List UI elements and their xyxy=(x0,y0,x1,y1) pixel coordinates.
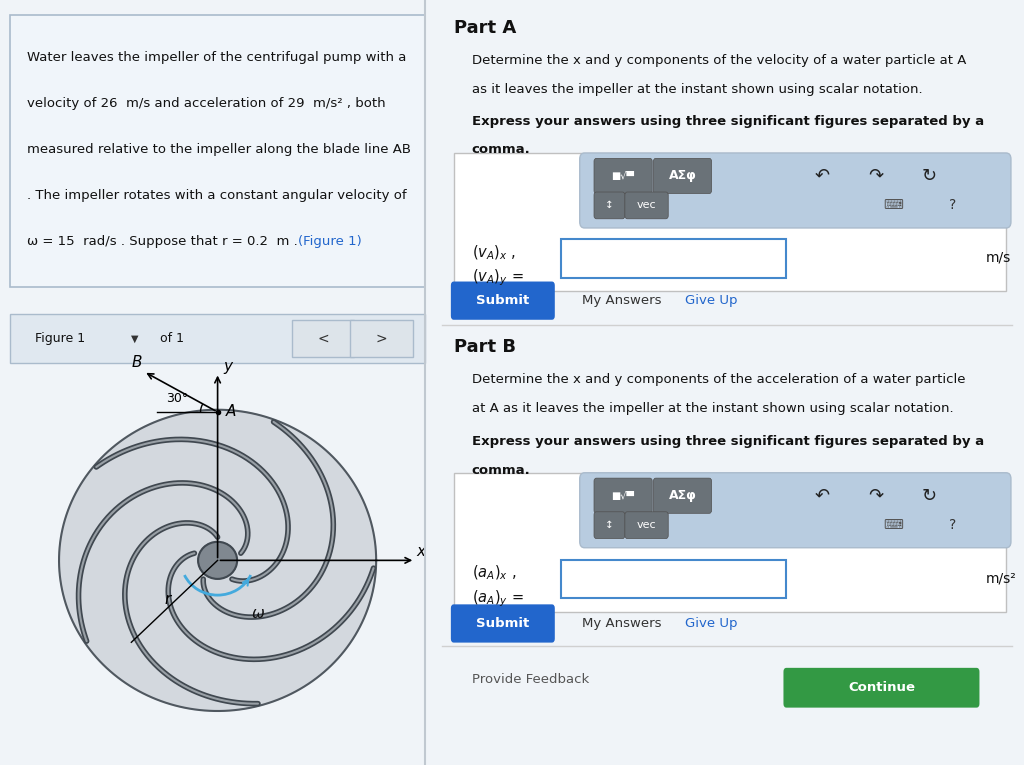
Text: comma.: comma. xyxy=(472,143,530,156)
Text: $(v_A)_x$ ,: $(v_A)_x$ , xyxy=(472,243,516,262)
Circle shape xyxy=(198,542,238,579)
FancyBboxPatch shape xyxy=(580,153,1011,228)
FancyBboxPatch shape xyxy=(783,668,980,708)
Text: ↶: ↶ xyxy=(814,487,829,505)
Text: A: A xyxy=(226,403,237,418)
Text: AΣφ: AΣφ xyxy=(669,490,696,502)
Text: Determine the x and y components of the acceleration of a water particle: Determine the x and y components of the … xyxy=(472,373,966,386)
Text: y: y xyxy=(223,360,232,375)
Text: My Answers: My Answers xyxy=(582,295,662,307)
Text: $(a_A)_x$ ,: $(a_A)_x$ , xyxy=(472,564,516,582)
Text: vec: vec xyxy=(637,200,656,210)
Text: >: > xyxy=(376,331,387,346)
Text: <: < xyxy=(317,331,329,346)
Text: comma.: comma. xyxy=(472,464,530,477)
Text: ↷: ↷ xyxy=(868,487,883,505)
Text: 30°: 30° xyxy=(166,392,188,405)
Text: AΣφ: AΣφ xyxy=(669,170,696,182)
Text: Give Up: Give Up xyxy=(685,295,738,307)
Text: of 1: of 1 xyxy=(160,332,183,345)
Text: ■√▀: ■√▀ xyxy=(611,490,635,501)
Text: Provide Feedback: Provide Feedback xyxy=(472,673,589,686)
Text: x: x xyxy=(417,544,425,558)
Text: ■√▀: ■√▀ xyxy=(611,171,635,181)
FancyBboxPatch shape xyxy=(350,320,413,357)
Text: ↻: ↻ xyxy=(922,487,937,505)
Text: ↕: ↕ xyxy=(605,519,613,530)
FancyBboxPatch shape xyxy=(451,282,555,320)
Text: Submit: Submit xyxy=(476,617,529,630)
FancyBboxPatch shape xyxy=(10,15,425,287)
Text: Determine the x and y components of the velocity of a water particle at A: Determine the x and y components of the … xyxy=(472,54,966,67)
Text: ⌨: ⌨ xyxy=(884,198,903,212)
FancyBboxPatch shape xyxy=(561,239,786,278)
FancyBboxPatch shape xyxy=(594,512,625,539)
Polygon shape xyxy=(59,410,376,711)
Text: m/s: m/s xyxy=(985,251,1011,265)
FancyBboxPatch shape xyxy=(594,478,652,513)
FancyBboxPatch shape xyxy=(625,192,669,219)
Text: vec: vec xyxy=(637,519,656,530)
Text: ω: ω xyxy=(252,607,264,621)
Text: . The impeller rotates with a constant angular velocity of: . The impeller rotates with a constant a… xyxy=(27,189,407,202)
FancyBboxPatch shape xyxy=(594,192,625,219)
Text: ?: ? xyxy=(949,518,956,532)
Text: Give Up: Give Up xyxy=(685,617,738,630)
Text: B: B xyxy=(131,355,142,369)
FancyBboxPatch shape xyxy=(561,560,786,598)
Text: Continue: Continue xyxy=(848,682,915,694)
Text: Figure 1: Figure 1 xyxy=(35,332,85,345)
Text: r: r xyxy=(165,591,171,607)
Text: m/s²: m/s² xyxy=(985,571,1016,585)
Text: as it leaves the impeller at the instant shown using scalar notation.: as it leaves the impeller at the instant… xyxy=(472,83,923,96)
Text: Submit: Submit xyxy=(476,295,529,307)
Text: ↷: ↷ xyxy=(868,167,883,185)
Text: ω = 15  rad/s . Suppose that r = 0.2  m .: ω = 15 rad/s . Suppose that r = 0.2 m . xyxy=(27,236,302,249)
Text: (Figure 1): (Figure 1) xyxy=(298,236,362,249)
Text: ↶: ↶ xyxy=(814,167,829,185)
Text: ↻: ↻ xyxy=(922,167,937,185)
FancyBboxPatch shape xyxy=(594,158,652,194)
Text: Express your answers using three significant figures separated by a: Express your answers using three signifi… xyxy=(472,115,984,128)
Text: Part B: Part B xyxy=(454,338,516,356)
FancyBboxPatch shape xyxy=(454,153,1007,291)
Text: velocity of 26  m/s and acceleration of 29  m/s² , both: velocity of 26 m/s and acceleration of 2… xyxy=(27,97,385,109)
FancyBboxPatch shape xyxy=(454,473,1007,612)
Text: $(v_A)_y\,=$: $(v_A)_y\,=$ xyxy=(472,268,523,288)
Text: Water leaves the impeller of the centrifugal pump with a: Water leaves the impeller of the centrif… xyxy=(27,50,407,63)
Text: My Answers: My Answers xyxy=(582,617,662,630)
Text: ↕: ↕ xyxy=(605,200,613,210)
FancyBboxPatch shape xyxy=(653,478,712,513)
FancyBboxPatch shape xyxy=(292,320,354,357)
FancyBboxPatch shape xyxy=(625,512,669,539)
FancyBboxPatch shape xyxy=(653,158,712,194)
Text: $(a_A)_y\,=$: $(a_A)_y\,=$ xyxy=(472,588,524,609)
Text: measured relative to the impeller along the blade line AB: measured relative to the impeller along … xyxy=(27,143,411,156)
Text: Part A: Part A xyxy=(454,19,516,37)
Text: at A as it leaves the impeller at the instant shown using scalar notation.: at A as it leaves the impeller at the in… xyxy=(472,402,953,415)
FancyBboxPatch shape xyxy=(10,314,425,363)
FancyBboxPatch shape xyxy=(580,473,1011,548)
Text: ▼: ▼ xyxy=(130,334,138,343)
Text: Express your answers using three significant figures separated by a: Express your answers using three signifi… xyxy=(472,435,984,448)
Text: ⌨: ⌨ xyxy=(884,518,903,532)
FancyBboxPatch shape xyxy=(451,604,555,643)
Text: ?: ? xyxy=(949,198,956,212)
